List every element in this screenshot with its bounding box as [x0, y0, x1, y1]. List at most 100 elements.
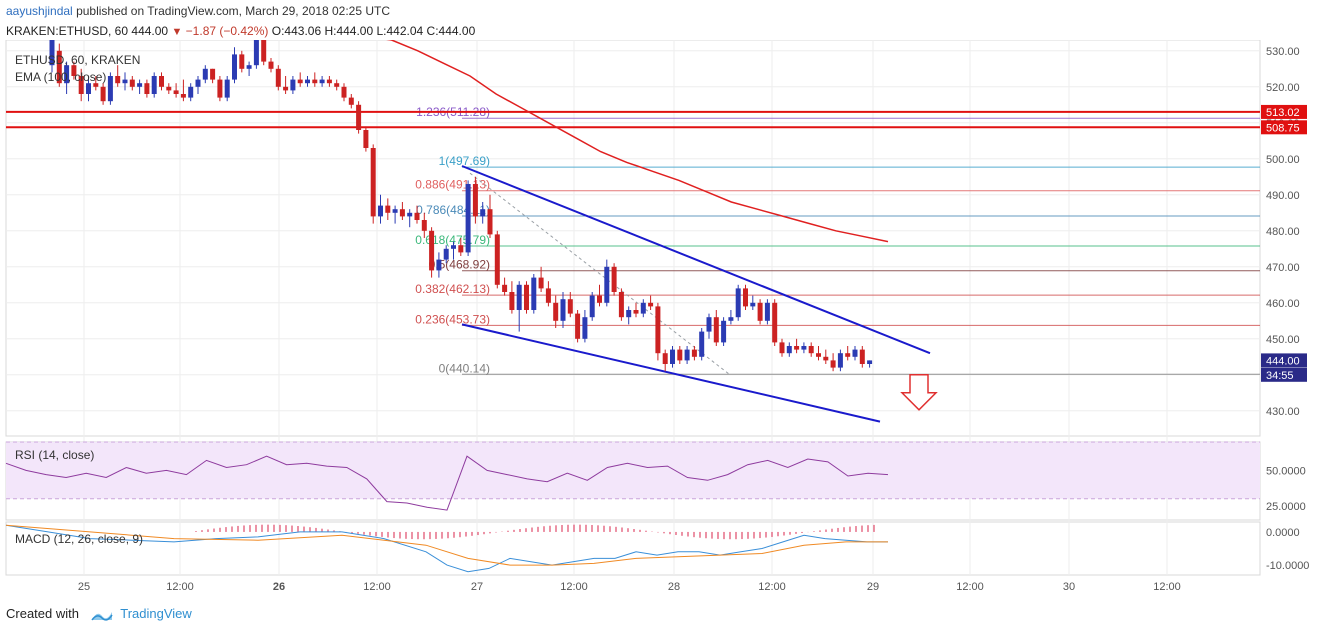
candle-body: [538, 277, 544, 289]
author-link[interactable]: aayushjindal: [6, 4, 73, 18]
candle-body: [341, 86, 347, 98]
tradingview-brand-link[interactable]: TradingView: [120, 606, 192, 621]
time-tick-label: 27: [471, 581, 483, 593]
macd-tick-label: -10.0000: [1266, 560, 1309, 572]
candle-body: [122, 79, 128, 84]
price-axis[interactable]: 430.00440.00450.00460.00470.00480.00490.…: [1261, 46, 1309, 572]
fib-level-label: 0(440.14): [439, 361, 490, 375]
candle-body: [166, 86, 172, 91]
rsi-tick-label: 50.0000: [1266, 465, 1306, 477]
down-arrow-icon: ▼: [171, 26, 183, 38]
price-badge: [1261, 120, 1307, 135]
candle-body: [421, 220, 427, 231]
candle-body: [531, 277, 537, 310]
time-tick-label: 12:00: [166, 581, 194, 593]
signal-line: [5, 524, 888, 566]
candle-body: [604, 266, 610, 303]
fib-trend-line: [469, 172, 731, 376]
fib-level-label: 0.382(462.13): [415, 282, 490, 296]
price-tick-label: 430.00: [1266, 406, 1300, 418]
candle-body: [808, 346, 814, 354]
candle-body: [93, 83, 99, 87]
candle-body: [180, 94, 186, 98]
time-tick-label: 12:00: [1153, 581, 1181, 593]
fib-level-label: 0.886(491.13): [415, 178, 490, 192]
chart-area[interactable]: 1.236(511.28)1(497.69)0.886(491.13)0.786…: [0, 40, 1324, 600]
candle-body: [407, 212, 413, 217]
candle-body: [494, 234, 500, 285]
candle-body: [290, 79, 296, 91]
candle-body: [137, 83, 143, 87]
candle-body: [801, 346, 807, 350]
macd-panel-frame: [5, 521, 1261, 576]
candle-body: [677, 349, 683, 361]
last-price: 444.00: [131, 24, 169, 38]
candle-body: [239, 54, 245, 69]
candle-body: [772, 302, 778, 343]
publish-info: published on TradingView.com, March 29, …: [76, 4, 391, 18]
candle-body: [859, 349, 865, 364]
main-chart-title: ETHUSD, 60, KRAKEN: [15, 53, 140, 67]
candle-body: [283, 86, 289, 91]
candle-body: [735, 288, 741, 318]
candle-body: [319, 79, 325, 84]
candle-body: [560, 299, 566, 321]
candle-body: [443, 248, 449, 260]
candle-body: [224, 79, 230, 98]
rsi-panel: [5, 441, 1260, 511]
candle-body: [640, 302, 646, 314]
candle-body: [472, 184, 478, 217]
rsi-legend: RSI (14, close): [15, 448, 94, 462]
candle-body: [626, 310, 632, 318]
candle-body: [655, 306, 661, 354]
fib-level-label: 1(497.69): [439, 154, 490, 168]
candle-body: [823, 356, 829, 361]
footer: Created with TradingView: [0, 600, 1324, 632]
symbol-label: KRAKEN:ETHUSD, 60: [6, 24, 129, 38]
candle-body: [852, 349, 858, 357]
rsi-tick-label: 25.0000: [1266, 501, 1306, 513]
resistance-lines: [6, 110, 1260, 129]
candle-body: [268, 61, 274, 69]
time-tick-label: 12:00: [956, 581, 984, 593]
candle-body: [662, 353, 668, 364]
candle-body: [392, 209, 398, 213]
candle-body: [151, 76, 157, 94]
candle-body: [49, 40, 55, 66]
upper-channel-line: [461, 165, 931, 355]
candle-body: [524, 284, 529, 310]
candle-body: [78, 76, 84, 94]
candle-body: [56, 50, 62, 84]
price-tick-label: 460.00: [1266, 298, 1300, 310]
candle-body: [312, 79, 318, 84]
candle-body: [210, 68, 216, 80]
ohlc-values: O:443.06 H:444.00 L:442.04 C:444.00: [271, 24, 476, 38]
trend-channel: [461, 165, 938, 423]
price-badge-label: 513.02: [1266, 107, 1300, 119]
price-badge-label: 444.00: [1266, 355, 1300, 367]
candle-body: [648, 302, 654, 307]
price-tick-label: 530.00: [1266, 46, 1300, 58]
panel-legends: ETHUSD, 60, KRAKEN EMA (100, close) RSI …: [15, 53, 143, 546]
fibonacci-levels: 1.236(511.28)1(497.69)0.886(491.13)0.786…: [415, 105, 1260, 375]
main-panel-frame: [5, 40, 1261, 437]
candle-body: [699, 331, 705, 357]
candle-body: [107, 76, 113, 102]
macd-panel: [5, 524, 888, 573]
candle-body: [545, 288, 551, 303]
time-tick-label: 26: [273, 581, 285, 593]
time-axis[interactable]: 25 12:00 26 12:00 27 12:00 28 12:00 29 12:00 30 12:…: [78, 581, 1181, 593]
candle-body: [706, 317, 712, 332]
down-arrow-icon: [900, 374, 938, 411]
candle-body: [633, 310, 639, 314]
candle-body: [509, 292, 515, 310]
price-badge-label: 34:55: [1266, 370, 1294, 382]
candle-body: [385, 205, 391, 213]
candle-body: [618, 292, 624, 318]
candle-body: [363, 130, 369, 148]
candle-body: [465, 184, 471, 253]
candle-body: [305, 79, 310, 84]
rsi-band: [6, 442, 1260, 499]
candle-body: [71, 65, 77, 76]
time-tick-label: 28: [668, 581, 680, 593]
